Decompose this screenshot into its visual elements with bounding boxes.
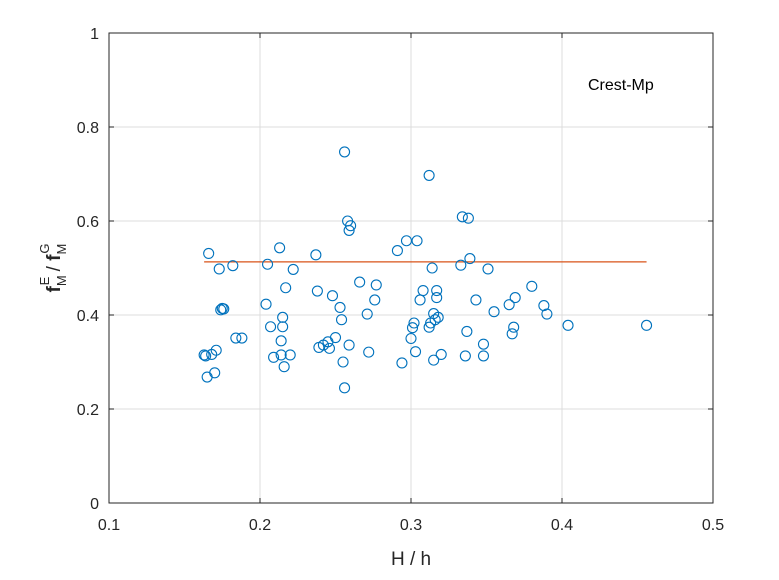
data-point xyxy=(335,314,348,326)
data-point xyxy=(409,346,422,358)
y-tick-labels: 0 0.2 0.4 0.6 0.8 1 xyxy=(77,26,99,513)
y-tick-label: 0.4 xyxy=(77,308,99,325)
data-point xyxy=(411,235,423,247)
data-point xyxy=(277,311,289,323)
data-point xyxy=(400,235,413,247)
data-point xyxy=(198,349,210,361)
data-point xyxy=(541,308,553,320)
data-point xyxy=(323,342,336,354)
data-point xyxy=(280,282,292,294)
data-point xyxy=(265,321,277,333)
data-point xyxy=(311,285,323,297)
data-point xyxy=(429,314,441,326)
data-point xyxy=(209,367,221,379)
data-point xyxy=(462,212,474,224)
data-point xyxy=(339,382,351,394)
data-point xyxy=(218,303,230,315)
data-point xyxy=(477,350,490,362)
data-point xyxy=(363,346,375,358)
data-point xyxy=(261,258,274,270)
data-point xyxy=(227,260,239,272)
data-point xyxy=(277,321,289,333)
data-point xyxy=(459,350,471,362)
y-tick-label: 0.6 xyxy=(77,214,99,231)
data-point xyxy=(339,146,351,158)
data-point xyxy=(641,319,653,331)
data-point xyxy=(464,253,476,265)
data-point xyxy=(343,224,355,236)
data-point xyxy=(477,338,490,350)
data-point xyxy=(408,317,420,329)
data-point xyxy=(200,350,212,362)
grid-lines xyxy=(109,33,713,503)
data-point xyxy=(396,357,408,369)
y-tick-label: 1 xyxy=(90,26,99,43)
data-point xyxy=(278,361,290,373)
x-tick-label: 0.2 xyxy=(249,517,271,534)
data-point xyxy=(405,332,417,345)
data-point xyxy=(506,328,518,340)
data-point xyxy=(369,294,381,306)
data-point xyxy=(326,290,339,302)
data-point xyxy=(260,298,272,310)
data-point xyxy=(423,169,435,181)
y-tick-label: 0.8 xyxy=(77,120,99,137)
data-point xyxy=(337,356,349,368)
data-point xyxy=(345,220,357,232)
data-point xyxy=(482,263,494,275)
data-point xyxy=(361,308,373,320)
data-point xyxy=(428,354,440,366)
data-point xyxy=(431,292,443,304)
data-point xyxy=(562,319,574,331)
data-point xyxy=(210,344,222,356)
data-point xyxy=(329,332,342,344)
data-point xyxy=(370,279,382,291)
data-point xyxy=(310,249,322,261)
y-tick-label: 0.2 xyxy=(77,402,99,419)
data-point xyxy=(488,306,500,318)
data-point xyxy=(274,242,286,254)
data-point xyxy=(456,211,468,223)
data-point xyxy=(213,263,225,275)
x-axis-label: H / h xyxy=(391,549,431,570)
data-points xyxy=(198,146,653,394)
data-point xyxy=(432,311,444,323)
x-tick-label: 0.1 xyxy=(98,517,120,534)
x-tick-label: 0.4 xyxy=(551,517,573,534)
data-point xyxy=(230,332,242,344)
data-point xyxy=(435,348,447,361)
x-tick-label: 0.5 xyxy=(702,517,724,534)
data-point xyxy=(354,276,366,288)
data-point xyxy=(391,245,403,257)
data-point xyxy=(526,280,538,292)
data-point xyxy=(236,332,248,344)
x-tick-label: 0.3 xyxy=(400,517,422,534)
data-point xyxy=(509,292,521,304)
data-point xyxy=(275,349,287,361)
chart-annotation: Crest-Mp xyxy=(588,77,654,94)
data-point xyxy=(287,263,299,275)
data-point xyxy=(461,325,473,338)
data-point xyxy=(455,259,467,271)
data-point xyxy=(284,349,296,361)
y-axis-label: fME / fMG xyxy=(37,244,69,293)
data-point xyxy=(343,339,355,351)
y-tick-label: 0 xyxy=(90,496,99,513)
data-point xyxy=(334,301,346,314)
data-point xyxy=(508,321,520,333)
data-point xyxy=(431,285,443,297)
data-point xyxy=(203,247,215,259)
tick-marks xyxy=(108,32,714,504)
data-point xyxy=(503,299,515,311)
data-point xyxy=(275,335,287,347)
x-tick-labels: 0.1 0.2 0.3 0.4 0.5 xyxy=(98,517,724,534)
data-point xyxy=(470,294,482,306)
data-point xyxy=(406,322,419,334)
data-point xyxy=(417,285,429,297)
data-point xyxy=(268,351,280,363)
data-point xyxy=(426,262,438,274)
